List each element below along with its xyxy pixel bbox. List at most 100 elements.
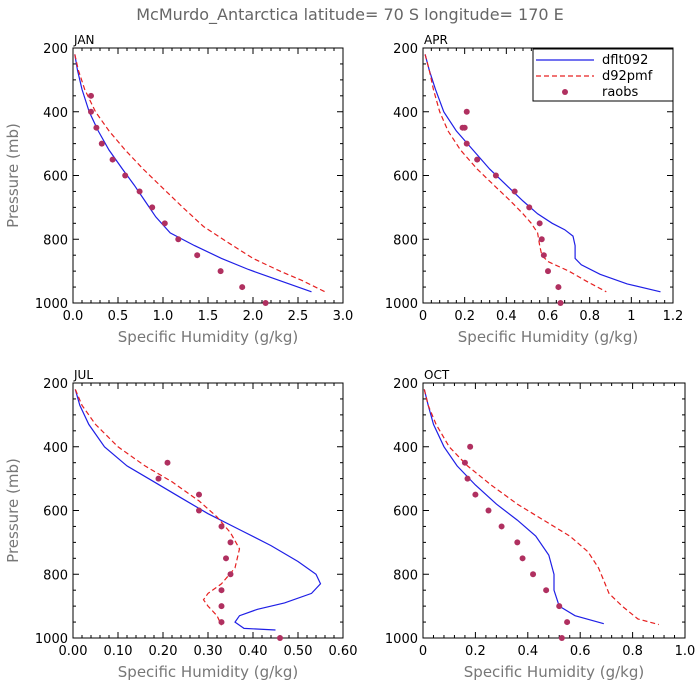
plot-frame — [422, 382, 686, 639]
x-tick-label: 0.2 — [454, 309, 475, 324]
raobs-point — [463, 140, 470, 147]
dflt092-line — [423, 389, 604, 625]
x-tick-label: 0.6 — [570, 644, 591, 659]
legend-label-dflt092: dflt092 — [602, 53, 648, 68]
x-tick-label: 0.0 — [63, 309, 84, 324]
raobs-point — [175, 236, 182, 243]
plot-frame — [72, 47, 344, 304]
x-tick-label: 0.40 — [239, 644, 268, 659]
raobs-point — [467, 443, 474, 450]
raobs-point — [218, 587, 225, 594]
raobs-point — [155, 475, 162, 482]
panel-oct: 0 0.2 0.4 0.6 0.8 1.0 200 400 600 800 1000 OCT Speci… — [385, 368, 695, 681]
panel-jul: 0.00 0.10 0.20 0.30 0.40 0.50 0.60 200 400 600 800… — [4, 368, 357, 681]
raobs-point — [217, 268, 224, 275]
legend-swatch-raobs — [562, 89, 568, 95]
raobs-point — [459, 124, 466, 131]
y-tick-label: 200 — [393, 42, 418, 57]
y-tick-label: 200 — [43, 377, 68, 392]
raobs-point — [511, 188, 518, 195]
x-tick-label: 0.10 — [104, 644, 133, 659]
x-axis-label: Specific Humidity (g/kg) — [118, 328, 298, 346]
x-tick-label: 0.4 — [517, 644, 538, 659]
x-tick-label: 0.30 — [194, 644, 223, 659]
raobs-point — [161, 220, 168, 227]
y-tick-label: 1000 — [35, 632, 68, 647]
y-tick-label: 600 — [393, 505, 418, 520]
raobs-point — [196, 507, 202, 514]
raobs-point — [277, 635, 283, 641]
raobs-point — [218, 603, 225, 610]
x-axis-label: Specific Humidity (g/kg) — [464, 663, 644, 681]
y-tick-label: 600 — [43, 170, 68, 185]
raobs-point — [218, 523, 225, 530]
raobs-point — [109, 156, 116, 163]
y-tick-label: 800 — [43, 233, 68, 248]
y-tick-label: 600 — [43, 505, 68, 520]
raobs-point — [223, 555, 229, 562]
x-tick-label: 0.5 — [108, 309, 129, 324]
x-tick-label: 0.50 — [284, 644, 313, 659]
raobs-point — [474, 156, 481, 163]
raobs-point — [164, 459, 171, 466]
raobs-point — [557, 300, 564, 306]
x-tick-label: 1.5 — [198, 309, 219, 324]
raobs-point — [556, 603, 563, 610]
x-tick-label: 0 — [419, 644, 427, 659]
x-tick-label: 0.6 — [538, 309, 559, 324]
raobs-point — [461, 459, 468, 466]
raobs-point — [485, 507, 492, 514]
y-tick-label: 1000 — [35, 297, 68, 312]
raobs-point — [519, 555, 526, 562]
legend-box — [532, 48, 674, 102]
d92pmf-line — [74, 389, 241, 626]
panel-jan: 0.0 0.5 1.0 1.5 2.0 2.5 3.0 200 400 600 800 1000 JAN… — [4, 33, 353, 346]
x-tick-label: 1.2 — [663, 309, 684, 324]
y-tick-label: 400 — [43, 106, 68, 121]
legend-label-d92pmf: d92pmf — [602, 69, 653, 84]
raobs-point — [543, 587, 550, 594]
figure-title: McMurdo_Antarctica latitude= 70 S longit… — [136, 5, 564, 25]
raobs-point — [463, 108, 470, 115]
raobs-point — [498, 523, 505, 530]
x-tick-label: 1.0 — [153, 309, 174, 324]
x-tick-label: 0.60 — [329, 644, 358, 659]
raobs-point — [227, 539, 234, 546]
raobs-point — [227, 571, 234, 578]
raobs-point — [93, 124, 100, 131]
y-tick-label: 1000 — [385, 297, 418, 312]
raobs-point — [136, 188, 143, 195]
raobs-point — [555, 284, 562, 291]
d92pmf-line — [424, 54, 607, 293]
raobs-point — [88, 108, 94, 115]
raobs-point — [564, 619, 571, 626]
raobs-point — [194, 252, 201, 259]
raobs-point — [492, 172, 499, 179]
dflt092-line — [74, 389, 322, 631]
raobs-point — [536, 220, 543, 227]
plot-frame — [72, 382, 344, 639]
panel-label: OCT — [424, 368, 450, 382]
raobs-point — [514, 539, 521, 546]
x-tick-label: 0.8 — [622, 644, 643, 659]
x-axis-label: Specific Humidity (g/kg) — [458, 328, 638, 346]
raobs-point — [545, 268, 551, 275]
x-tick-label: 0.2 — [465, 644, 486, 659]
raobs-point — [464, 475, 471, 482]
y-tick-label: 800 — [43, 568, 68, 583]
raobs-point — [239, 284, 246, 291]
raobs-point — [526, 204, 533, 211]
x-axis-label: Specific Humidity (g/kg) — [118, 663, 298, 681]
x-tick-label: 0 — [419, 309, 427, 324]
raobs-point — [196, 491, 202, 498]
raobs-point — [538, 236, 545, 243]
y-tick-label: 800 — [393, 568, 418, 583]
x-tick-label: 1 — [627, 309, 635, 324]
x-tick-label: 0.4 — [496, 309, 517, 324]
panel-label: JUL — [73, 368, 93, 382]
y-tick-label: 600 — [393, 170, 418, 185]
x-tick-label: 2.5 — [288, 309, 309, 324]
raobs-point — [540, 252, 547, 259]
raobs-point — [530, 571, 537, 578]
